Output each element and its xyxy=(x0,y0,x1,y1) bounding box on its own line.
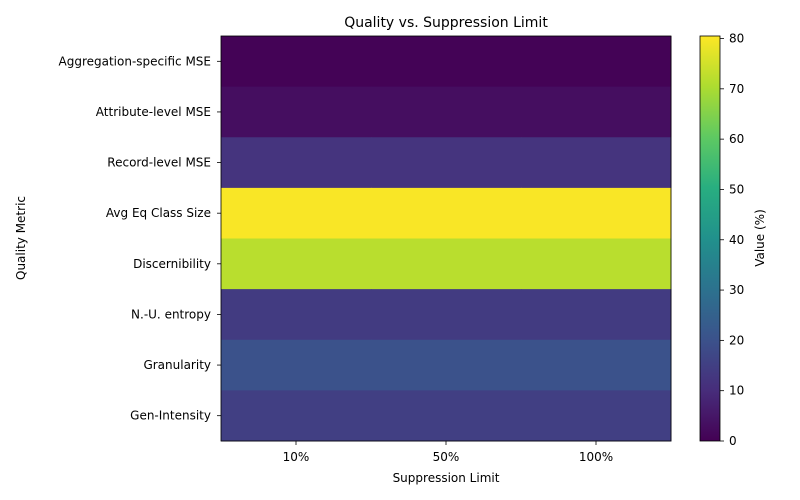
x-axis: 10% 50% 100% xyxy=(283,441,613,464)
chart-title: Quality vs. Suppression Limit xyxy=(344,15,548,31)
heatmap-cell xyxy=(521,339,672,391)
heatmap-cell xyxy=(521,86,672,138)
x-tick-label: 10% xyxy=(283,450,310,464)
y-tick-label: Record-level MSE xyxy=(107,156,211,170)
heatmap-cell xyxy=(221,36,372,88)
colorbar-tick-label: 70 xyxy=(729,82,744,96)
y-axis: Aggregation-specific MSE Attribute-level … xyxy=(59,54,221,423)
y-tick-label: Avg Eq Class Size xyxy=(106,206,211,220)
heatmap-cell xyxy=(371,289,522,341)
y-tick-label: Attribute-level MSE xyxy=(96,105,211,119)
heatmap-cell xyxy=(371,137,522,189)
colorbar-tick-label: 0 xyxy=(729,434,737,448)
heatmap-cell xyxy=(371,238,522,290)
heatmap-cell xyxy=(521,238,672,290)
heatmap-cell xyxy=(221,390,372,442)
colorbar-tick-label: 50 xyxy=(729,182,744,196)
colorbar-tick-label: 60 xyxy=(729,132,744,146)
colorbar-tick-label: 40 xyxy=(729,233,744,247)
x-tick-label: 100% xyxy=(579,450,613,464)
heatmap-cell xyxy=(521,187,672,239)
heatmap-cell xyxy=(221,289,372,341)
x-axis-label: Suppression Limit xyxy=(393,471,500,485)
y-tick-label: N.-U. entropy xyxy=(131,307,211,321)
colorbar-tick-label: 10 xyxy=(729,384,744,398)
y-tick-label: Aggregation-specific MSE xyxy=(59,54,212,68)
heatmap-cell xyxy=(371,86,522,138)
colorbar-ticks: 0 10 20 30 40 50 60 70 80 xyxy=(720,32,744,448)
y-axis-label: Quality Metric xyxy=(14,196,28,280)
heatmap-cell xyxy=(371,36,522,88)
heatmap-cell xyxy=(521,36,672,88)
heatmap-cell xyxy=(521,390,672,442)
colorbar-gradient xyxy=(699,35,721,442)
heatmap-cells xyxy=(221,36,672,442)
heatmap-cell xyxy=(221,238,372,290)
colorbar-tick-label: 20 xyxy=(729,333,744,347)
heatmap-cell xyxy=(221,86,372,138)
x-tick-label: 50% xyxy=(433,450,460,464)
heatmap-cell xyxy=(221,187,372,239)
colorbar: 0 10 20 30 40 50 60 70 80 Value (%) xyxy=(699,32,767,448)
heatmap-cell xyxy=(371,390,522,442)
heatmap-cell xyxy=(221,137,372,189)
heatmap-cell xyxy=(221,339,372,391)
heatmap-cell xyxy=(371,339,522,391)
colorbar-tick-label: 30 xyxy=(729,283,744,297)
y-tick-label: Discernibility xyxy=(133,257,211,271)
colorbar-tick-label: 80 xyxy=(729,32,744,46)
colorbar-label: Value (%) xyxy=(753,209,767,267)
y-tick-label: Gen-Intensity xyxy=(130,409,211,423)
heatmap-cell xyxy=(371,187,522,239)
heatmap-cell xyxy=(521,137,672,189)
heatmap-cell xyxy=(521,289,672,341)
y-tick-label: Granularity xyxy=(143,358,211,372)
